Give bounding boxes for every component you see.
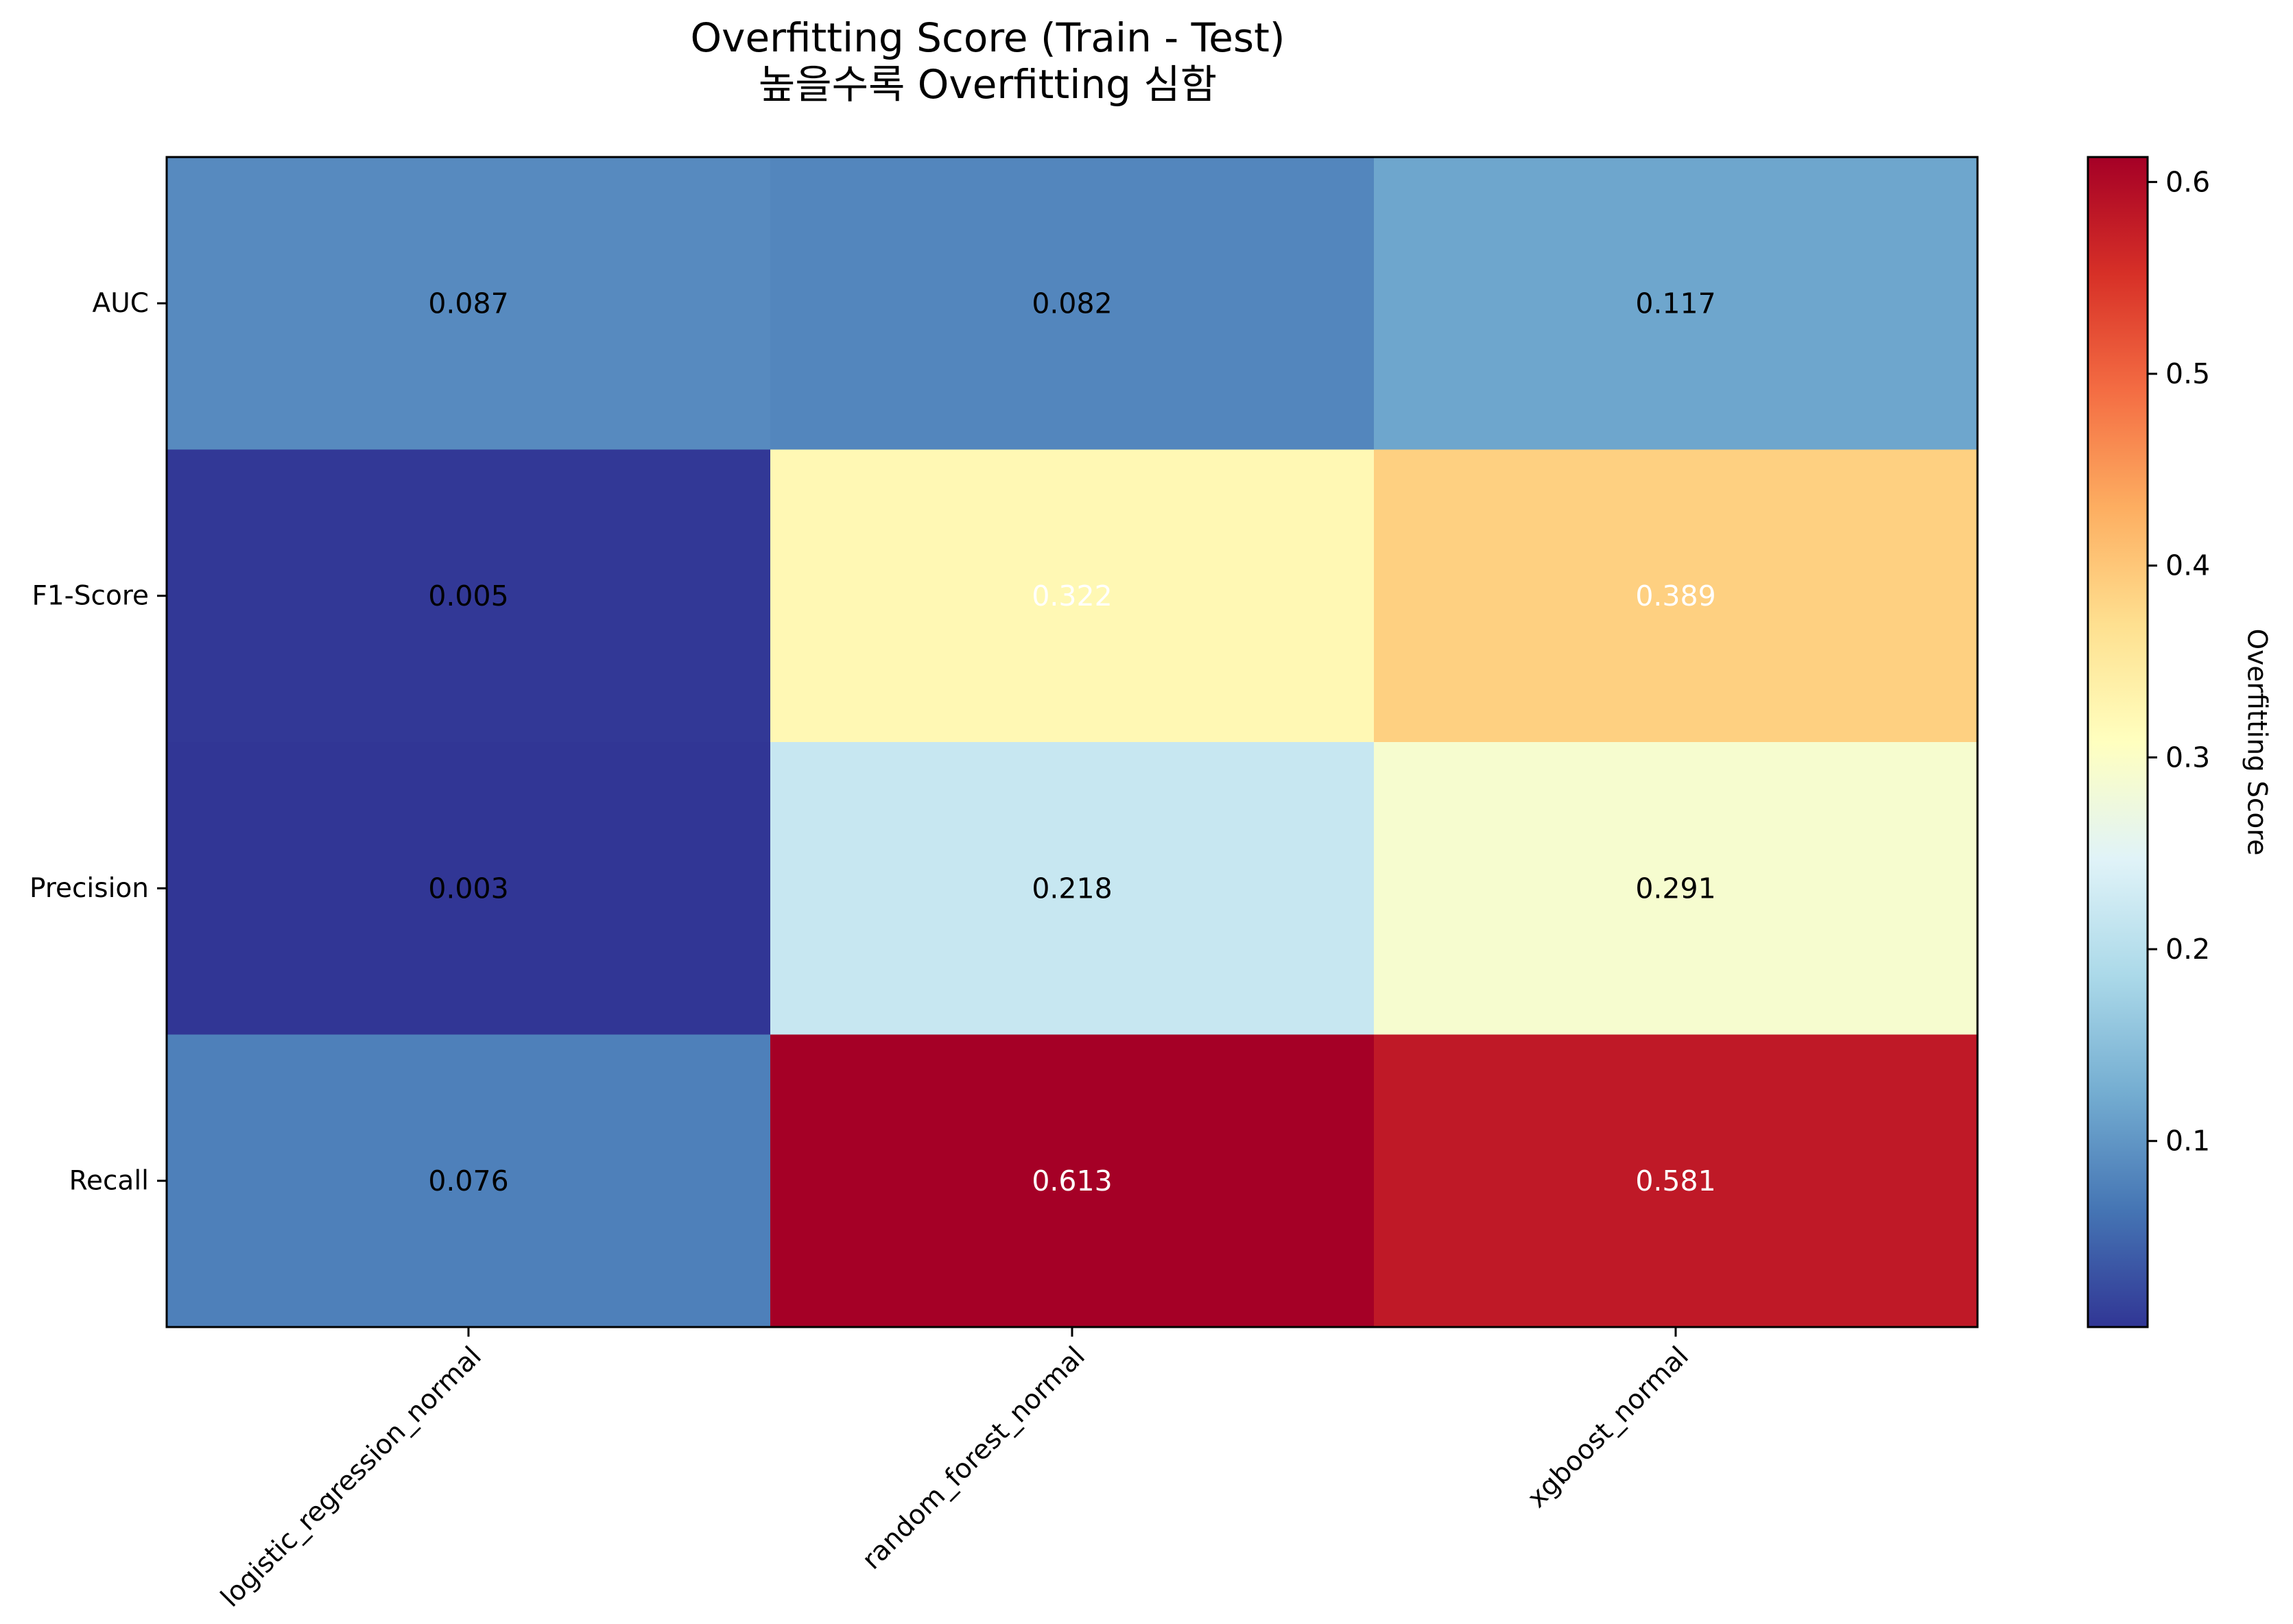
- heatmap-cell: [167, 157, 771, 451]
- x-axis: logistic_regression_normal random_forest_…: [215, 1327, 1695, 1613]
- cell-value-label: 0.581: [1635, 1165, 1715, 1197]
- heatmap-cell: [167, 1034, 771, 1328]
- cell-value-label: 0.005: [428, 580, 508, 612]
- colorbar: 0.1 0.2 0.3 0.4 0.5 0.6 Overfitting Score: [2087, 156, 2272, 1328]
- cell-value-label: 0.389: [1635, 580, 1715, 612]
- heatmap-cell: [770, 449, 1375, 743]
- colorbar-tick-label: 0.2: [2165, 933, 2210, 966]
- chart-title: Overfitting Score (Train - Test): [690, 14, 1285, 61]
- heatmap-cell: [770, 742, 1375, 1036]
- cell-value-label: 0.003: [428, 872, 508, 905]
- cell-value-label: 0.291: [1635, 872, 1715, 905]
- x-tick-label: xgboost_normal: [1521, 1341, 1694, 1514]
- y-tick-label: F1-Score: [32, 580, 149, 611]
- cell-value-label: 0.117: [1635, 287, 1715, 320]
- cell-value-label: 0.218: [1032, 872, 1112, 905]
- colorbar-tick-label: 0.5: [2165, 357, 2210, 390]
- heatmap-cell: [1374, 157, 1978, 451]
- colorbar-ticks: 0.1 0.2 0.3 0.4 0.5 0.6: [2148, 165, 2210, 1158]
- heatmap-cell: [167, 449, 771, 743]
- colorbar-label: Overfitting Score: [2242, 629, 2272, 856]
- heatmap-cell: [770, 157, 1375, 451]
- heatmap-cells: [167, 157, 1978, 1328]
- colorbar-tick-label: 0.6: [2165, 165, 2210, 198]
- heatmap-cell: [1374, 449, 1978, 743]
- colorbar-tick-label: 0.4: [2165, 549, 2210, 582]
- cell-value-label: 0.613: [1032, 1165, 1112, 1197]
- heatmap-cell-labels: 0.087 0.082 0.117 0.005 0.322 0.389 0.003 0.218…: [428, 287, 1715, 1197]
- colorbar-frame: [2087, 156, 2149, 1328]
- colorbar-tick-label: 0.1: [2165, 1125, 2210, 1158]
- cell-value-label: 0.087: [428, 287, 508, 320]
- chart-subtitle: 높을수록 Overfitting 심함: [758, 61, 1217, 108]
- y-tick-label: Precision: [29, 873, 149, 904]
- x-tick-label: random_forest_normal: [856, 1341, 1091, 1575]
- colorbar-gradient: [2088, 157, 2148, 1327]
- cell-value-label: 0.322: [1032, 580, 1112, 612]
- y-tick-label: AUC: [93, 288, 149, 319]
- y-axis: AUC F1-Score Precision Recall: [29, 288, 167, 1196]
- heatmap-cell: [1374, 742, 1978, 1036]
- cell-value-label: 0.082: [1032, 287, 1112, 320]
- cell-value-label: 0.076: [428, 1165, 508, 1197]
- heatmap-cell: [770, 1034, 1375, 1328]
- y-tick-label: Recall: [69, 1165, 149, 1196]
- heatmap-cell: [1374, 1034, 1978, 1328]
- x-tick-label: logistic_regression_normal: [215, 1341, 488, 1613]
- colorbar-tick-label: 0.3: [2165, 741, 2210, 774]
- heatmap-cell: [167, 742, 771, 1036]
